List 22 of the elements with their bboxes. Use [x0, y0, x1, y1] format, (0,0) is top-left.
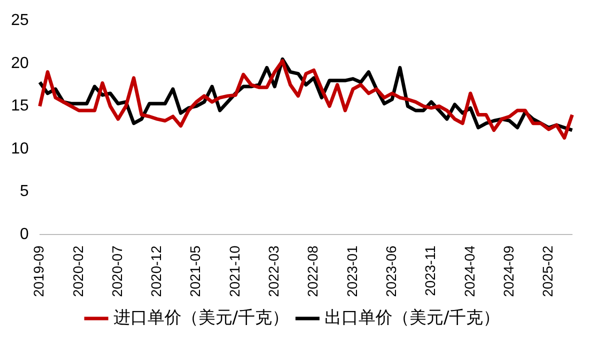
x-tick-label: 2019-09 — [30, 245, 47, 298]
x-tick-label: 2020-07 — [108, 245, 125, 298]
y-tick-label: 0 — [20, 226, 29, 244]
legend-label: 出口单价（美元/千克） — [324, 308, 500, 328]
x-tick-label: 2021-10 — [226, 245, 242, 298]
y-tick-label: 5 — [20, 183, 29, 200]
x-tick-label: 2023-06 — [382, 245, 399, 298]
y-tick-label: 15 — [11, 98, 29, 115]
x-tick-label: 2020-02 — [70, 245, 86, 298]
x-tick-label: 2023-01 — [344, 245, 360, 298]
y-tick-label: 10 — [11, 140, 29, 158]
x-tick-label: 2025-02 — [540, 245, 556, 298]
y-tick-label: 20 — [11, 54, 29, 72]
y-tick-label: 25 — [11, 12, 29, 30]
x-tick-label: 2022-03 — [266, 245, 282, 298]
legend-label: 进口单价（美元/千克） — [113, 308, 290, 328]
x-tick-label: 2021-05 — [187, 245, 204, 298]
x-tick-label: 2022-08 — [304, 245, 321, 298]
x-tick-label: 2023-11 — [422, 245, 438, 296]
x-tick-label: 2024-09 — [500, 245, 516, 298]
x-tick-label: 2024-04 — [461, 245, 478, 298]
x-tick-label: 2020-12 — [148, 245, 164, 298]
